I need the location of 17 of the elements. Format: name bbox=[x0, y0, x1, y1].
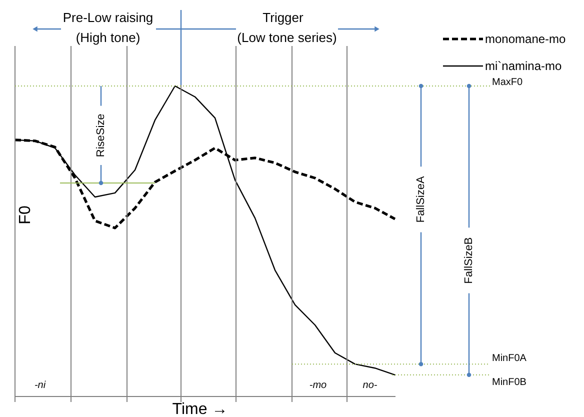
text: Pre-Low raising bbox=[62, 10, 154, 25]
annotation: -ni bbox=[34, 380, 46, 391]
text: Trigger bbox=[262, 10, 304, 25]
text: FallSizeB bbox=[463, 237, 475, 284]
legend-label: mi`namina-mo bbox=[485, 59, 562, 73]
y-axis-title: F0 bbox=[17, 206, 34, 224]
x-axis-title: Time → bbox=[172, 401, 228, 417]
text: FallSizeA bbox=[415, 176, 427, 223]
text: (Low tone series) bbox=[237, 30, 337, 45]
annotation: no- bbox=[362, 380, 378, 391]
annotation: -mo bbox=[309, 380, 328, 391]
ref-line-label: MinF0A bbox=[492, 353, 527, 364]
text: (High tone) bbox=[76, 30, 140, 45]
annotation: RiseSize bbox=[95, 114, 107, 158]
ref-line-label: MaxF0 bbox=[492, 77, 523, 88]
ref-line-label: MinF0B bbox=[492, 376, 527, 388]
legend-label: monomane-mo bbox=[485, 32, 566, 46]
